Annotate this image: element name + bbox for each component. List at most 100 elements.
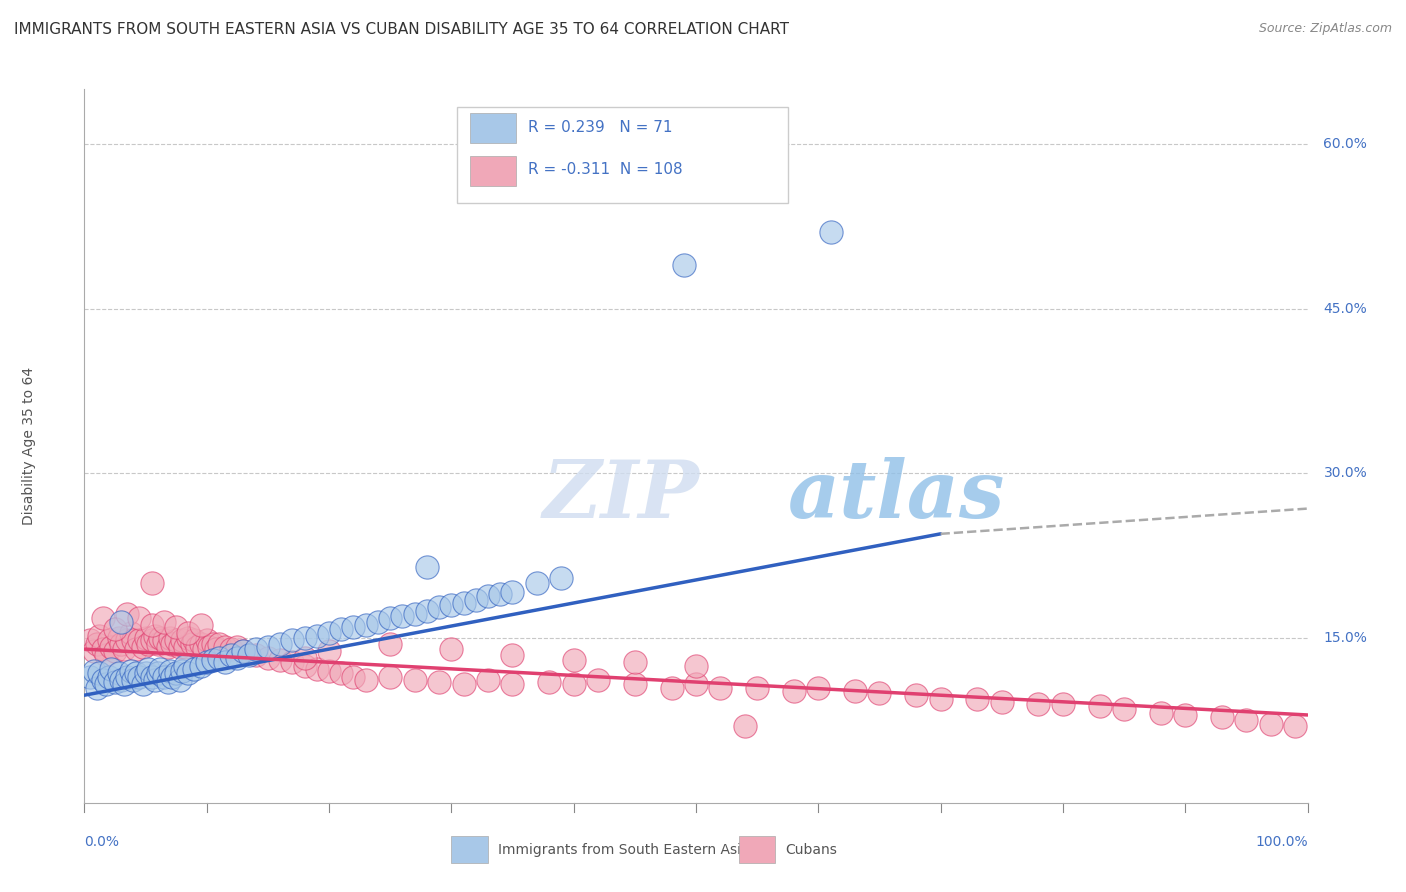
Point: [318, 664, 340, 678]
Point: [128, 611, 150, 625]
Point: [380, 637, 402, 651]
Point: [807, 681, 830, 695]
Point: [489, 587, 512, 601]
Point: [416, 559, 439, 574]
Point: [367, 615, 389, 629]
Point: [198, 640, 221, 654]
Point: [143, 673, 166, 687]
Point: [125, 642, 148, 657]
Point: [173, 640, 195, 654]
Point: [195, 633, 218, 648]
Point: [526, 576, 548, 591]
Point: [305, 662, 328, 676]
Text: 30.0%: 30.0%: [1323, 467, 1367, 481]
Point: [1284, 719, 1306, 733]
Point: [156, 675, 179, 690]
Point: [232, 644, 254, 658]
Point: [79, 633, 101, 648]
Point: [141, 618, 163, 632]
Point: [477, 673, 499, 687]
Point: [869, 686, 891, 700]
Point: [232, 644, 254, 658]
Point: [159, 664, 181, 678]
Point: [238, 648, 260, 662]
Point: [1114, 702, 1136, 716]
Point: [128, 633, 150, 648]
Point: [1028, 697, 1050, 711]
Point: [83, 644, 105, 658]
FancyBboxPatch shape: [451, 837, 488, 863]
Point: [169, 673, 191, 687]
Point: [112, 642, 135, 657]
Point: [186, 640, 208, 654]
Point: [86, 637, 108, 651]
Point: [177, 625, 200, 640]
Point: [96, 677, 118, 691]
Point: [87, 666, 110, 681]
Point: [91, 673, 114, 687]
Point: [966, 691, 988, 706]
Point: [226, 651, 249, 665]
Point: [132, 640, 155, 654]
Point: [1174, 708, 1197, 723]
Point: [453, 677, 475, 691]
Point: [159, 631, 181, 645]
Point: [115, 607, 138, 621]
Point: [404, 673, 426, 687]
Point: [269, 653, 291, 667]
Point: [416, 604, 439, 618]
Point: [83, 664, 105, 678]
Point: [208, 637, 231, 651]
Point: [190, 658, 212, 673]
Point: [165, 620, 187, 634]
Point: [380, 669, 402, 683]
Point: [440, 642, 463, 657]
Point: [208, 651, 231, 665]
Point: [162, 669, 184, 683]
Point: [257, 640, 280, 654]
Point: [226, 640, 249, 654]
Point: [128, 669, 150, 683]
Point: [112, 677, 135, 691]
Point: [141, 576, 163, 591]
Text: 0.0%: 0.0%: [84, 835, 120, 849]
Point: [685, 658, 707, 673]
Point: [294, 631, 316, 645]
Point: [162, 637, 184, 651]
Point: [183, 662, 205, 676]
Point: [79, 669, 101, 683]
Point: [136, 637, 159, 651]
Text: 15.0%: 15.0%: [1323, 632, 1368, 645]
Point: [201, 653, 224, 667]
Point: [141, 633, 163, 648]
Point: [181, 637, 204, 651]
Point: [294, 658, 316, 673]
Point: [115, 669, 138, 683]
Point: [342, 669, 364, 683]
Text: 45.0%: 45.0%: [1323, 301, 1367, 316]
Point: [125, 666, 148, 681]
Point: [685, 677, 707, 691]
Point: [624, 677, 647, 691]
Point: [100, 662, 122, 676]
Text: 60.0%: 60.0%: [1323, 137, 1368, 151]
Text: IMMIGRANTS FROM SOUTH EASTERN ASIA VS CUBAN DISABILITY AGE 35 TO 64 CORRELATION : IMMIGRANTS FROM SOUTH EASTERN ASIA VS CU…: [14, 22, 789, 37]
Text: R = -0.311  N = 108: R = -0.311 N = 108: [529, 162, 683, 178]
Point: [1150, 706, 1173, 720]
FancyBboxPatch shape: [470, 112, 516, 143]
Text: 100.0%: 100.0%: [1256, 835, 1308, 849]
Text: Immigrants from South Eastern Asia: Immigrants from South Eastern Asia: [498, 843, 749, 857]
Point: [173, 658, 195, 673]
Point: [115, 633, 138, 648]
Point: [107, 631, 129, 645]
Point: [747, 681, 769, 695]
Point: [135, 666, 157, 681]
Point: [624, 655, 647, 669]
Point: [104, 623, 127, 637]
Point: [820, 225, 842, 239]
Point: [586, 673, 609, 687]
Point: [122, 633, 145, 648]
Point: [146, 637, 169, 651]
Point: [281, 655, 304, 669]
Point: [165, 666, 187, 681]
